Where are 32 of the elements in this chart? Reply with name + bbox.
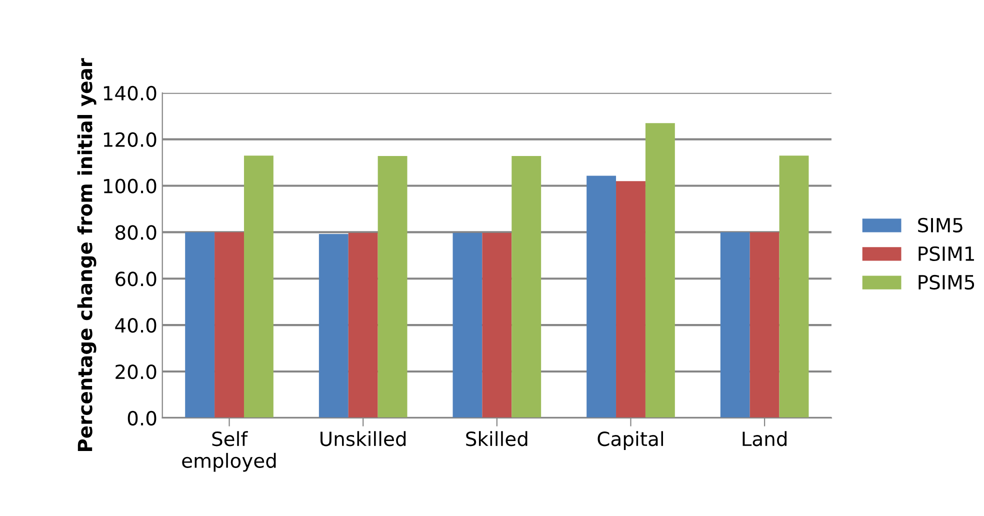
x-tick-label: Self employed [182, 431, 276, 472]
x-tick-label: Land [742, 431, 787, 446]
y-tick-label: 20.0 [116, 364, 156, 380]
bar [586, 176, 616, 418]
bar [348, 232, 378, 418]
legend-label: SIM5 [918, 218, 962, 233]
y-tick-label: 80.0 [116, 225, 156, 240]
bar [244, 156, 274, 418]
bar [512, 156, 542, 418]
bar [616, 181, 646, 418]
x-tick-label: Unskilled [320, 431, 406, 446]
bar [750, 232, 780, 418]
bar [645, 123, 675, 418]
x-tick-label: Capital [598, 431, 664, 450]
bar [214, 232, 244, 418]
bar [452, 232, 482, 418]
y-tick-label: 40.0 [115, 318, 156, 333]
y-tick-label: 0.0 [128, 410, 156, 426]
y-tick-label: 60.0 [116, 272, 156, 286]
y-axis-title: Percentage change from initial year [77, 58, 96, 452]
legend-label: PSIM5 [918, 274, 974, 290]
bar [779, 156, 809, 418]
bar [720, 232, 750, 418]
y-tick-label: 120.0 [104, 132, 156, 147]
y-tick-label: 140.0 [104, 86, 156, 101]
bar [318, 234, 348, 418]
bar [378, 156, 408, 418]
bar [185, 232, 215, 418]
y-tick-label: 100.0 [104, 178, 156, 194]
x-tick-label: Skilled [466, 431, 528, 446]
bar [482, 232, 512, 418]
legend-label: PSIM1 [918, 246, 974, 262]
